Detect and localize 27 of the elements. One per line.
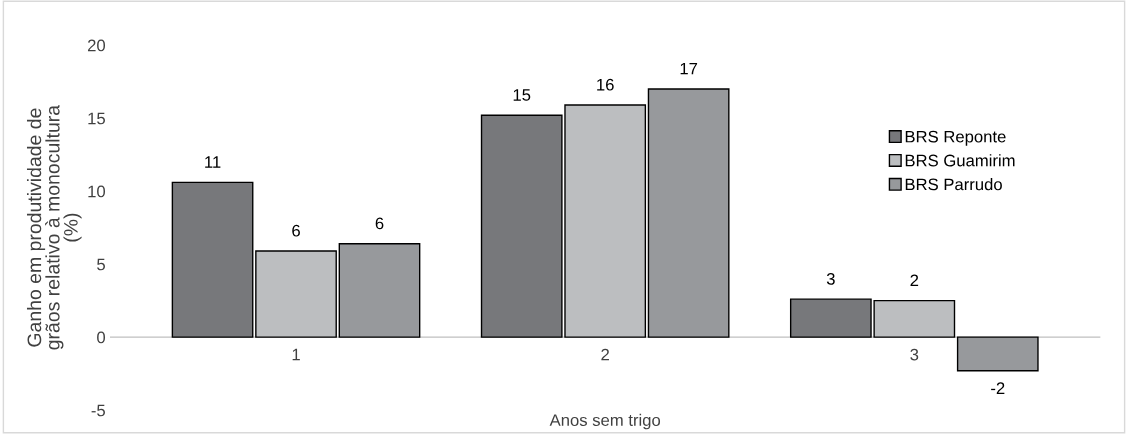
- data-label: -2: [991, 382, 1005, 394]
- data-label: 17: [680, 62, 698, 75]
- y-axis-title: Ganho em produtividade de grãos relativo à monocultura (%): [26, 104, 82, 350]
- x-tick-label: 1: [292, 348, 300, 361]
- y-tick-label: 0: [97, 331, 106, 344]
- bar: [956, 336, 1039, 372]
- x-tick-label: 2: [601, 348, 609, 361]
- y-tick-label: -5: [91, 404, 105, 417]
- y-tick-label: 5: [97, 258, 105, 271]
- data-label: 15: [513, 89, 531, 101]
- x-tick-label: 3: [910, 348, 919, 361]
- data-label: 6: [292, 224, 300, 237]
- data-label: 16: [597, 78, 614, 91]
- bar: [647, 88, 730, 338]
- bar: [171, 181, 254, 338]
- data-label: 3: [826, 272, 835, 285]
- legend-label: BRS Reponte: [905, 130, 1006, 146]
- x-axis-title: Anos sem trigo: [549, 413, 661, 430]
- y-tick-label: 10: [88, 185, 106, 198]
- data-label: 11: [205, 156, 221, 168]
- legend-label: BRS Parrudo: [905, 178, 1002, 191]
- data-label: 6: [375, 217, 384, 230]
- bar: [338, 242, 421, 338]
- legend-label: BRS Guamirim: [905, 154, 1015, 167]
- y-tick-label: 20: [87, 39, 106, 52]
- y-tick-label: 15: [88, 112, 105, 125]
- data-label: 2: [910, 274, 919, 287]
